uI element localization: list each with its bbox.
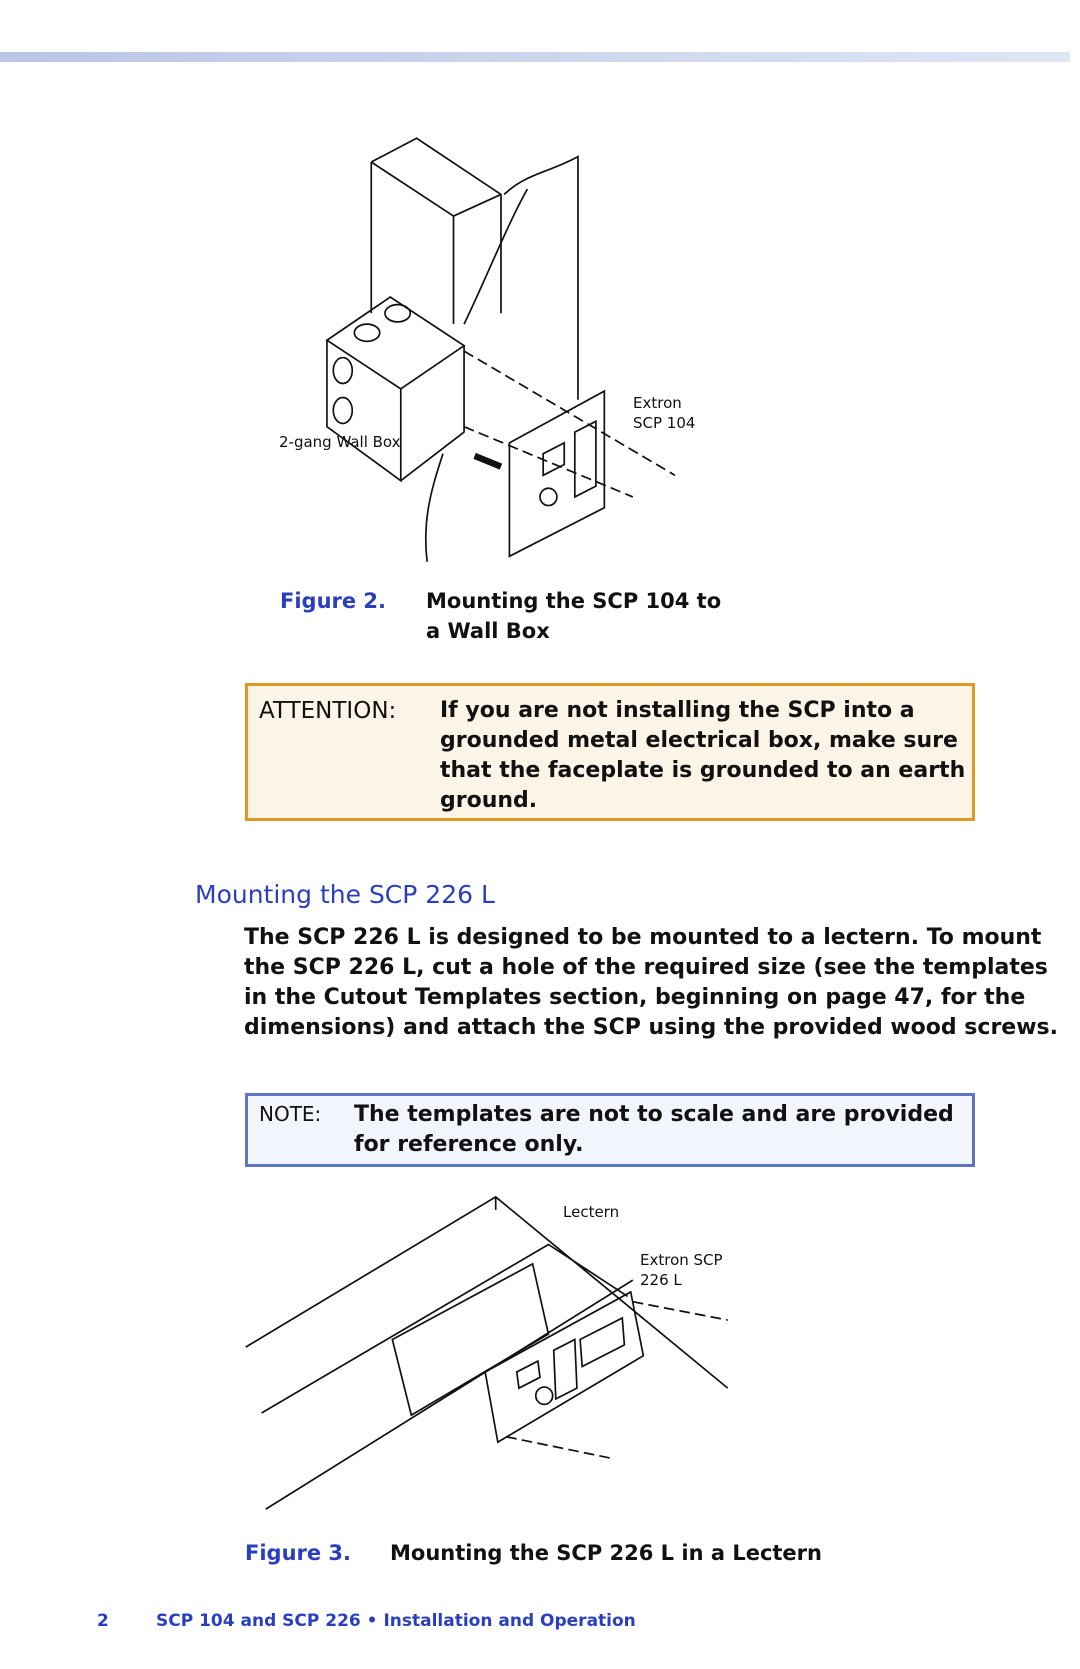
knockout — [332, 396, 354, 425]
body-text: The SCP 226 L is designed to be mounted … — [244, 925, 1058, 1040]
lectern — [245, 1195, 729, 1510]
faceplate — [508, 389, 606, 558]
label-device: Extron SCP 104 — [633, 394, 696, 432]
page-number: 2 — [97, 1611, 109, 1631]
attention-label: ATTENTION: — [259, 698, 397, 724]
arrow — [473, 452, 503, 470]
faceplate — [484, 1290, 645, 1444]
guide-line — [463, 350, 676, 498]
figure-caption: Mounting the SCP 226 L in a Lectern — [390, 1541, 822, 1565]
knob — [534, 1386, 554, 1406]
note-box: NOTE: The templates are not to scale and… — [245, 1093, 975, 1167]
wall-box — [325, 296, 466, 483]
attention-text: If you are not installing the SCP into a… — [440, 698, 966, 813]
figure-number: Figure 3. — [245, 1541, 352, 1565]
note-label: NOTE: — [259, 1102, 322, 1126]
knockout — [384, 303, 412, 323]
section-heading: Mounting the SCP 226 L — [195, 880, 495, 909]
knockout — [332, 356, 354, 385]
label-lectern: Lectern — [563, 1203, 620, 1221]
attention-box: ATTENTION: If you are not installing the… — [245, 683, 975, 821]
knockout — [353, 323, 381, 343]
top-bar — [0, 52, 1070, 62]
label-device: Extron SCP 226 L — [640, 1251, 723, 1289]
note-text: The templates are not to scale and are p… — [354, 1102, 954, 1157]
wall-edge — [424, 155, 579, 562]
label-wall-box: 2-gang Wall Box — [279, 433, 401, 451]
stud — [370, 137, 502, 325]
figure-number: Figure 2. — [280, 589, 387, 613]
footer-title: SCP 104 and SCP 226 • Installation and O… — [156, 1611, 636, 1631]
cutout — [391, 1262, 550, 1417]
buttons — [515, 1316, 626, 1401]
guide-line — [506, 1300, 728, 1460]
knob — [539, 487, 558, 507]
figure-caption: Mounting the SCP 104 to a Wall Box — [426, 589, 722, 643]
buttons — [542, 419, 597, 499]
